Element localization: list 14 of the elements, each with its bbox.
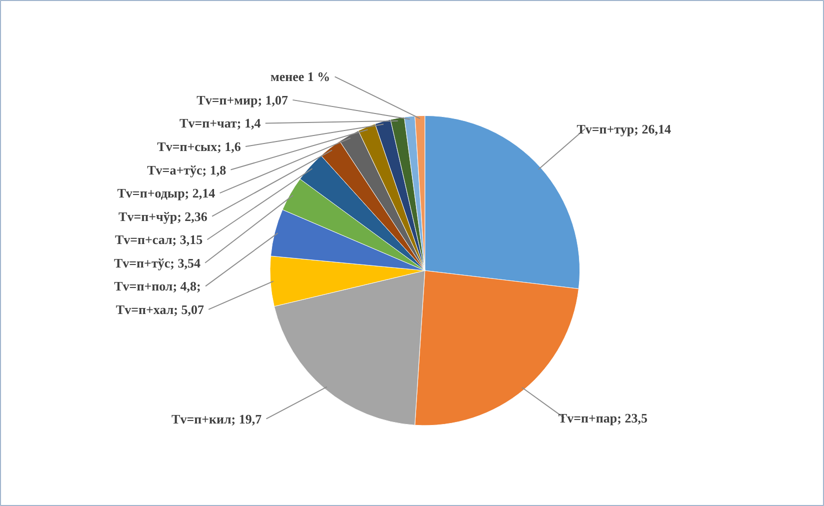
slice-label: менее 1 % bbox=[270, 69, 330, 84]
slice-label: Tv=п+сых; 1,6 bbox=[157, 139, 242, 154]
slice-label: Tv=п+мир; 1,07 bbox=[196, 92, 289, 108]
slice-label: Tv=п+чўр; 2,36 bbox=[118, 208, 208, 224]
slice-label: Tv=п+сал; 3,15 bbox=[114, 232, 204, 248]
slice-label: Tv=п+хал; 5,07 bbox=[116, 302, 204, 317]
slice-label: Tv=п+одыр; 2,14 bbox=[117, 186, 216, 201]
slice-label: Tv=п+чат; 1,4 bbox=[180, 116, 262, 131]
slice-label: Tv=п+тўс; 3,54 bbox=[114, 255, 201, 270]
slice-label: Tv=п+пар; 23,5 bbox=[558, 410, 648, 426]
slice-label: Tv=п+пол; 4,8; bbox=[114, 278, 201, 294]
slice-label: Tv=п+тур; 26,14 bbox=[576, 121, 672, 136]
slice-label: Tv=а+тўс; 1,8 bbox=[147, 162, 227, 178]
slice-label: Tv=п+кил; 19,7 bbox=[172, 411, 262, 426]
